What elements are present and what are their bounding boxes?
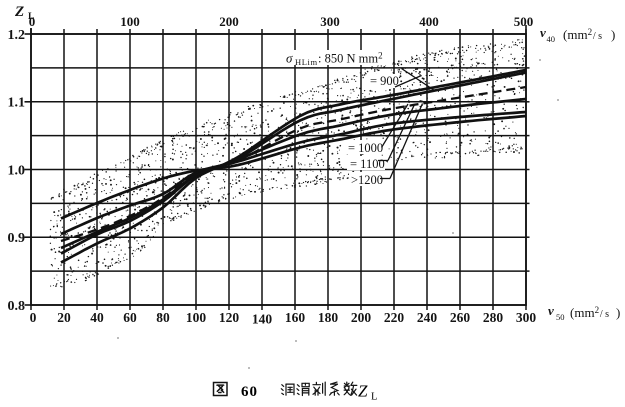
svg-text:= 1100: = 1100 [350, 157, 385, 171]
svg-text:220: 220 [384, 310, 405, 325]
svg-text:240: 240 [417, 310, 438, 325]
svg-text:40: 40 [547, 34, 556, 44]
svg-text:= 1000: = 1000 [348, 141, 383, 155]
svg-text:300: 300 [516, 310, 537, 325]
svg-text:L: L [28, 12, 34, 22]
svg-text:500: 500 [514, 14, 534, 29]
svg-text:100: 100 [120, 14, 140, 29]
svg-text:0: 0 [29, 14, 36, 29]
svg-text:400: 400 [419, 14, 439, 29]
svg-text:140: 140 [252, 312, 273, 327]
svg-text:1.1: 1.1 [8, 96, 26, 111]
svg-text:HLim: HLim [295, 57, 318, 67]
svg-text:280: 280 [483, 310, 504, 325]
svg-text:): ) [616, 305, 620, 320]
svg-text:1.0: 1.0 [8, 163, 26, 178]
svg-text:200: 200 [219, 14, 239, 29]
svg-text:ν: ν [540, 25, 546, 40]
svg-text:Z: Z [14, 4, 24, 20]
svg-text:50: 50 [556, 312, 565, 322]
svg-text:Z: Z [358, 382, 368, 401]
svg-text:>1200: >1200 [351, 173, 383, 187]
svg-text:120: 120 [219, 310, 240, 325]
svg-text:300: 300 [320, 14, 340, 29]
svg-text:= 900: = 900 [370, 74, 399, 88]
svg-text:20: 20 [57, 310, 71, 325]
svg-text:60: 60 [123, 310, 137, 325]
svg-text:1.2: 1.2 [8, 28, 26, 43]
svg-text:0.8: 0.8 [8, 299, 26, 314]
svg-text:200: 200 [351, 310, 372, 325]
svg-text:260: 260 [450, 310, 471, 325]
svg-text:60: 60 [241, 384, 258, 400]
svg-text:): ) [611, 27, 615, 42]
svg-text:(mm2 / s: (mm2 / s [563, 27, 602, 42]
svg-text:(mm2 / s: (mm2 / s [570, 305, 609, 320]
svg-text:σ: σ [286, 51, 293, 66]
svg-text:40: 40 [90, 310, 104, 325]
svg-text:0.9: 0.9 [8, 231, 26, 246]
svg-text:0: 0 [30, 310, 37, 325]
svg-text:: 850 N mm2: : 850 N mm2 [318, 51, 383, 66]
svg-text:L: L [371, 392, 377, 403]
svg-text:160: 160 [285, 310, 306, 325]
svg-text:100: 100 [186, 310, 207, 325]
svg-text:ν: ν [548, 303, 554, 318]
svg-text:80: 80 [156, 310, 170, 325]
svg-text:180: 180 [318, 310, 339, 325]
